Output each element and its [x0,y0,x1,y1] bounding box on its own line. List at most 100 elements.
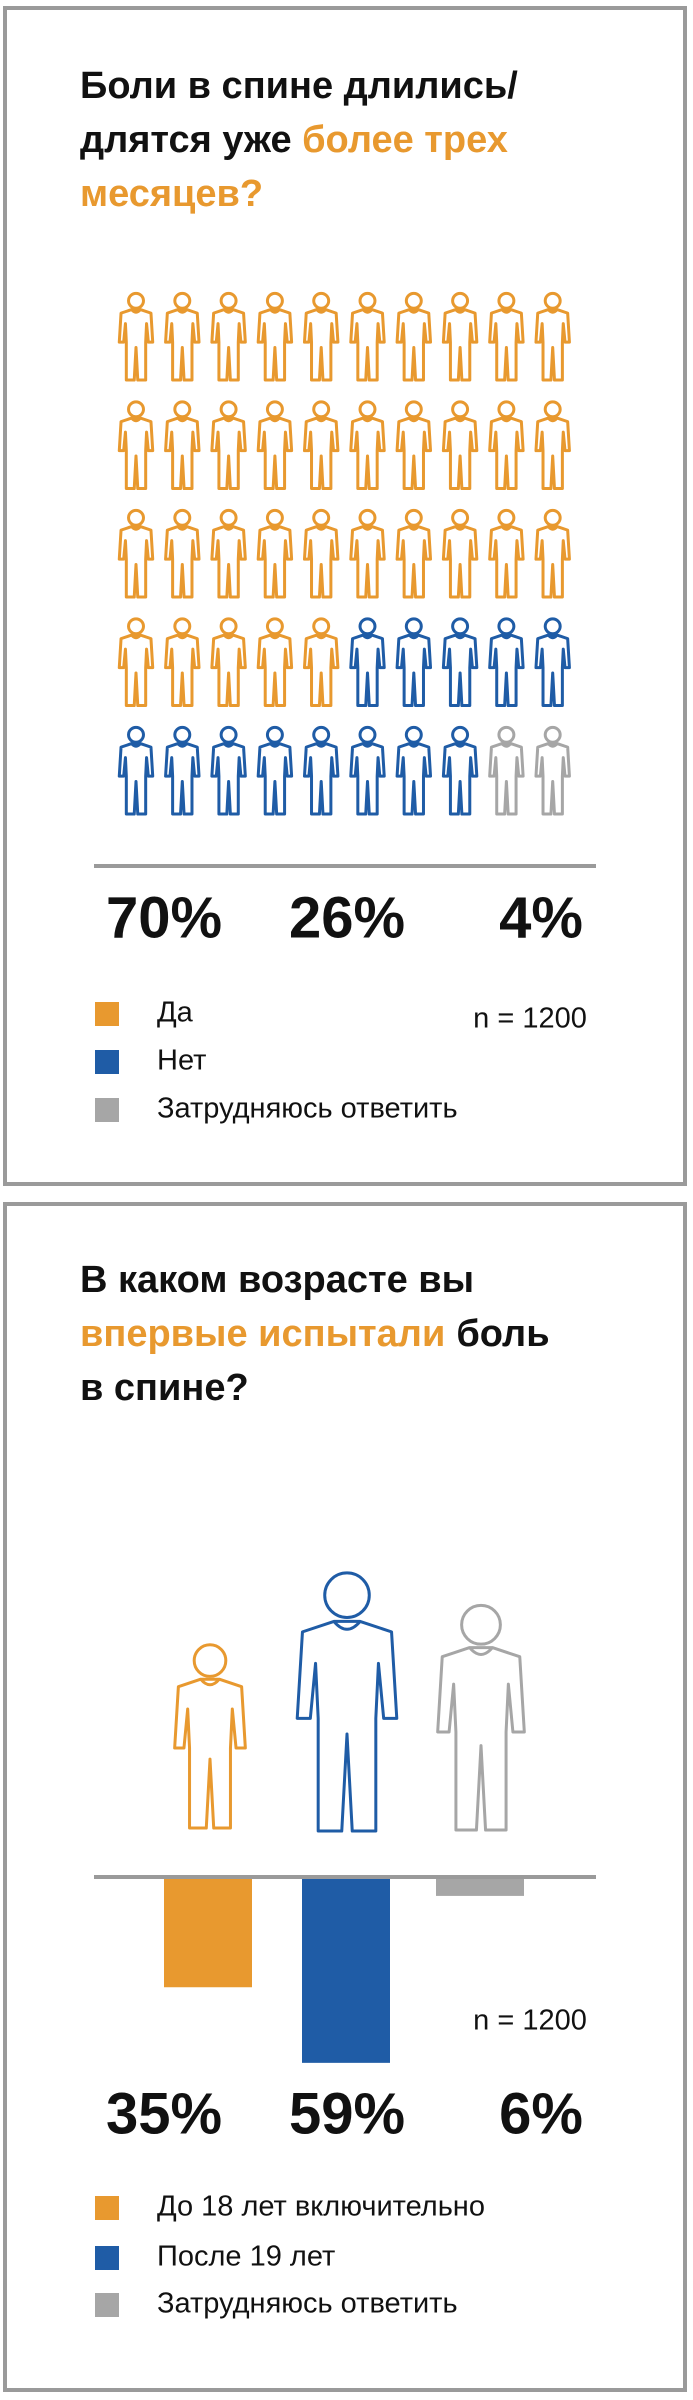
person-head [360,619,375,634]
person-icon [258,402,291,489]
title-segment: впервые испытали [80,1313,445,1355]
person-head [499,402,514,417]
person-head [545,727,560,742]
person-icon [119,619,152,706]
person-head [175,727,190,742]
person-head [360,510,375,525]
person-body [258,418,291,488]
person-head [406,619,421,634]
person-head [267,402,282,417]
person-head [545,402,560,417]
person-body [397,418,430,488]
person-head [545,510,560,525]
person-head [129,293,144,308]
person-body [397,744,430,814]
person-head [221,402,236,417]
chart-title: длятся уже более трех [80,119,508,161]
legend-swatch [95,2196,119,2220]
person-body [351,418,384,488]
chart-title: в спине? [80,1367,249,1409]
person-icon [166,619,199,706]
person-body [258,310,291,380]
person-head [360,293,375,308]
value-label: 6% [499,2081,583,2146]
person-icon [536,619,569,706]
person-icon [397,510,430,597]
person-icon [166,293,199,380]
person-icon [304,727,337,814]
person-head [545,619,560,634]
person-body [212,635,245,705]
person-icon [443,619,476,706]
person-icon [536,510,569,597]
legend-label: После 19 лет [157,2241,335,2273]
person-icon [119,293,152,380]
person-body [351,635,384,705]
person-body [490,310,523,380]
chart-title: впервые испытали боль [80,1313,550,1355]
person-body [212,418,245,488]
person-head [314,727,329,742]
person-head [314,293,329,308]
title-segment: Боли в спине длились/ [80,65,518,107]
person-body [490,744,523,814]
person-icon [438,1605,525,1830]
person-head [175,402,190,417]
person-body [212,310,245,380]
person-head [453,510,468,525]
person-icon [490,619,523,706]
person-head [175,293,190,308]
panel-frame [3,6,687,1186]
person-icon [304,293,337,380]
person-icon [212,727,245,814]
person-icon [397,727,430,814]
person-icon [119,510,152,597]
value-label: 26% [289,885,405,950]
person-head [462,1605,501,1644]
person-head [194,1645,226,1677]
person-body [351,527,384,597]
chart-title: месяцев? [80,173,263,215]
person-body [304,635,337,705]
person-body [258,744,291,814]
person-head [221,619,236,634]
person-body [536,418,569,488]
panel-frame [3,1202,687,2392]
person-body [536,744,569,814]
person-body [175,1679,246,1828]
person-head [175,510,190,525]
person-body [397,635,430,705]
person-head [406,727,421,742]
person-head [360,402,375,417]
legend-swatch [95,1002,119,1026]
legend-swatch [95,2246,119,2270]
person-body [351,744,384,814]
person-head [175,619,190,634]
person-icon [304,619,337,706]
person-icon [258,510,291,597]
person-icon [490,293,523,380]
person-body [443,635,476,705]
person-head [129,510,144,525]
title-segment: боль [456,1313,549,1355]
person-icon [490,727,523,814]
person-icon [536,727,569,814]
person-icon [212,402,245,489]
legend-label: Затрудняюсь ответить [157,2288,458,2320]
person-icon [212,510,245,597]
person-head [221,510,236,525]
person-head [314,402,329,417]
person-body [351,310,384,380]
bar [436,1877,524,1896]
person-head [221,727,236,742]
person-head [406,402,421,417]
person-icon [351,727,384,814]
person-body [212,527,245,597]
person-icon [304,510,337,597]
person-body [304,744,337,814]
person-head [499,293,514,308]
person-head [325,1573,370,1618]
person-head [453,402,468,417]
person-body [119,418,152,488]
